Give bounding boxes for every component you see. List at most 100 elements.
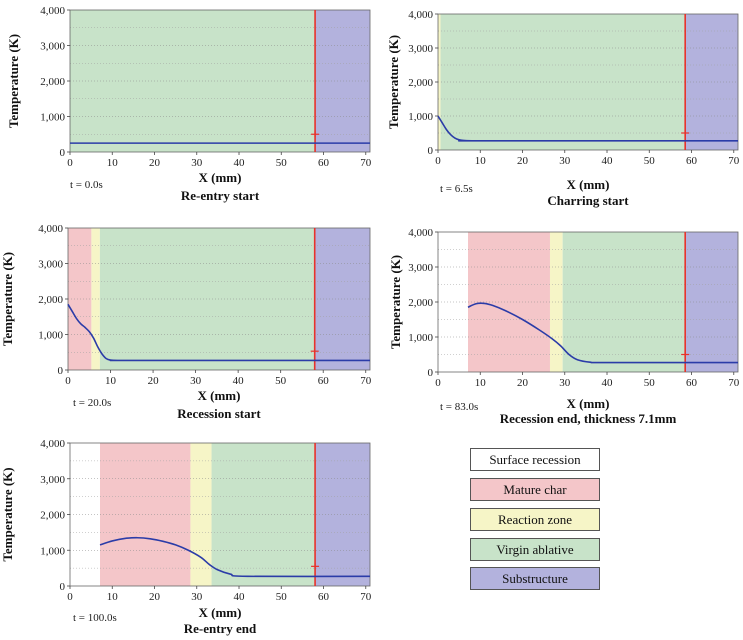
x-tick-label: 10 [107, 591, 119, 603]
x-tick-label: 30 [191, 157, 203, 169]
y-tick-label: 2,000 [40, 76, 65, 88]
x-tick-label: 30 [190, 375, 202, 387]
x-tick-label: 30 [559, 377, 571, 389]
time-label: t = 0.0s [70, 179, 103, 191]
zone-reaction-zone [549, 232, 563, 372]
zone-substructure [315, 10, 370, 152]
y-axis-label: Temperature (K) [0, 467, 15, 561]
y-tick-label: 3,000 [40, 41, 65, 53]
y-tick-label: 0 [58, 365, 64, 377]
y-tick-label: 4,000 [38, 223, 63, 235]
y-tick-label: 1,000 [38, 330, 63, 342]
legend-item-surface-recession: Surface recession [470, 448, 600, 471]
y-tick-label: 1,000 [40, 112, 65, 124]
zone-mature-char [468, 232, 550, 372]
panel-title: Recession end, thickness 7.1mm [500, 411, 677, 426]
temperature-curve [67, 303, 370, 362]
zone-substructure [314, 228, 370, 370]
legend-label: Substructure [502, 570, 568, 586]
y-tick-label: 1,000 [408, 111, 433, 123]
zone-reaction-zone [190, 443, 212, 586]
x-tick-label: 40 [602, 155, 614, 167]
zone-mature-char [68, 228, 92, 370]
x-tick-label: 50 [644, 155, 656, 167]
chart-panel-4: 0 1,000 2,000 3,000 4,000 0 10 20 30 40 50 60 70 X (m… [388, 227, 740, 426]
y-axis-label: Temperature (K) [388, 255, 403, 349]
y-tick-label: 4,000 [40, 438, 65, 450]
x-tick-label: 60 [318, 157, 330, 169]
x-tick-label: 40 [602, 377, 614, 389]
x-tick-label: 40 [233, 375, 245, 387]
x-tick-label: 0 [67, 591, 73, 603]
legend-item-virgin-ablative: Virgin ablative [470, 538, 600, 561]
legend-label: Surface recession [489, 451, 581, 467]
y-tick-label: 3,000 [408, 262, 433, 274]
y-tick-label: 2,000 [38, 294, 63, 306]
temperature-curve [467, 302, 739, 364]
chart-panel-1: 0 1,000 2,000 3,000 4,000 0 10 20 30 40 50 60 70 X (m… [6, 5, 372, 203]
time-label: t = 6.5s [440, 183, 473, 195]
y-tick-label: 4,000 [408, 227, 433, 239]
x-tick-label: 30 [191, 591, 203, 603]
x-tick-label: 0 [65, 375, 71, 387]
y-tick-label: 0 [428, 367, 434, 379]
y-tick-label: 2,000 [408, 297, 433, 309]
panel-title: Re-entry start [181, 188, 260, 203]
zone-substructure [315, 443, 370, 586]
y-tick-label: 1,000 [40, 545, 65, 557]
legend-label: Mature char [503, 481, 567, 497]
x-tick-label: 10 [475, 155, 487, 167]
x-tick-label: 60 [318, 375, 330, 387]
y-axis-label: Temperature (K) [0, 252, 15, 346]
zone-reaction-zone [438, 14, 441, 150]
y-tick-label: 1,000 [408, 332, 433, 344]
x-axis-label: X (mm) [199, 170, 242, 185]
x-tick-label: 0 [435, 377, 441, 389]
legend-item-substructure: Substructure [470, 567, 600, 590]
x-axis-label: X (mm) [567, 177, 610, 192]
chart-panel-5: 0 1,000 2,000 3,000 4,000 0 10 20 30 40 50 60 70 X (m… [0, 438, 372, 636]
x-tick-label: 60 [318, 591, 330, 603]
x-tick-label: 10 [107, 157, 119, 169]
zone-virgin-ablative [562, 232, 686, 372]
x-tick-label: 50 [276, 157, 288, 169]
legend-label: Reaction zone [498, 511, 572, 527]
x-tick-label: 50 [275, 375, 287, 387]
time-label: t = 20.0s [73, 397, 111, 409]
y-tick-label: 0 [428, 145, 434, 157]
x-tick-label: 40 [234, 157, 246, 169]
y-tick-label: 3,000 [38, 259, 63, 271]
chart-panel-2: 0 1,000 2,000 3,000 4,000 0 10 20 30 40 50 60 70 X (m… [386, 9, 740, 208]
x-tick-label: 40 [234, 591, 246, 603]
zone-virgin-ablative [99, 228, 315, 370]
x-tick-label: 70 [360, 591, 372, 603]
chart-panel-3: 0 1,000 2,000 3,000 4,000 0 10 20 30 40 50 60 70 X (m… [0, 223, 372, 421]
time-label: t = 83.0s [440, 401, 478, 413]
x-axis-label: X (mm) [199, 605, 242, 620]
x-tick-label: 70 [360, 157, 372, 169]
time-label: t = 100.0s [73, 612, 117, 624]
x-tick-label: 50 [276, 591, 288, 603]
x-tick-label: 60 [686, 155, 698, 167]
y-axis-label: Temperature (K) [386, 35, 401, 129]
x-axis-label: X (mm) [198, 388, 241, 403]
panel-title: Charring start [547, 193, 629, 208]
temperature-curve [437, 115, 738, 142]
legend-label: Virgin ablative [496, 541, 574, 557]
panel-title: Re-entry end [184, 621, 257, 636]
x-tick-label: 60 [686, 377, 698, 389]
x-tick-label: 20 [517, 155, 529, 167]
legend-item-mature-char: Mature char [470, 478, 600, 501]
y-tick-label: 0 [60, 581, 66, 593]
y-tick-label: 4,000 [408, 9, 433, 21]
x-tick-label: 20 [149, 591, 161, 603]
y-tick-label: 4,000 [40, 5, 65, 17]
x-tick-label: 10 [475, 377, 487, 389]
y-axis-label: Temperature (K) [6, 34, 21, 128]
zone-virgin-ablative [440, 14, 686, 150]
y-tick-label: 3,000 [408, 43, 433, 55]
x-tick-label: 10 [105, 375, 117, 387]
legend-item-reaction-zone: Reaction zone [470, 508, 600, 531]
x-tick-label: 20 [148, 375, 160, 387]
